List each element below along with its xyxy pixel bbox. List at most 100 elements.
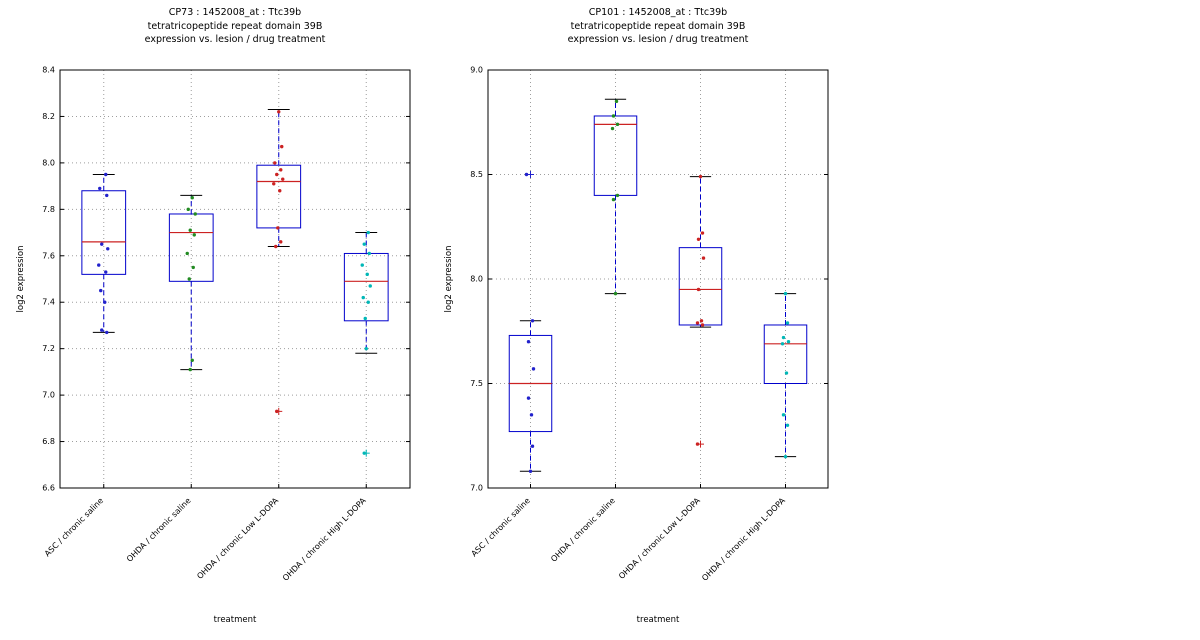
data-point (361, 295, 365, 300)
y-tick-label: 7.4 (42, 298, 55, 307)
data-point (365, 272, 369, 277)
data-point (524, 172, 529, 177)
y-tick-label: 7.0 (42, 391, 55, 400)
data-point (281, 177, 285, 181)
data-point (191, 265, 195, 270)
data-point (701, 256, 706, 260)
axes-frame (59, 69, 411, 489)
y-tick-label: 8.0 (42, 158, 55, 167)
x-tick-label: OHDA / chronic saline (125, 496, 193, 564)
y-tick-label: 8.0 (470, 275, 483, 284)
data-point (611, 197, 616, 202)
y-axis-label-cp73: log2 expression (16, 245, 26, 313)
data-point (367, 251, 371, 256)
data-point (274, 244, 278, 249)
data-point (360, 263, 364, 267)
data-point (276, 226, 280, 230)
data-point (531, 367, 536, 371)
x-tick-label: ASC / chronic saline (470, 496, 532, 558)
data-point (528, 469, 533, 473)
y-tick-label: 8.5 (470, 170, 483, 179)
title-line-2: tetratricopeptide repeat domain 39B (570, 20, 746, 32)
axes-cp73: 6.6 6.8 7.0 7.2 7.4 7.6 7.8 8.0 8.2 8.4 ASC / chro… (42, 66, 411, 583)
data-point (106, 247, 110, 251)
box (593, 115, 638, 196)
data-point (363, 316, 367, 321)
data-point (530, 444, 535, 448)
data-point (188, 367, 192, 372)
data-point (366, 230, 370, 235)
data-point (614, 99, 619, 104)
x-tick-label: OHDA / chronic Low L-DOPA (617, 496, 702, 581)
data-point (368, 284, 372, 288)
y-axis-label-cp101: log2 expression (444, 245, 454, 313)
data-point (700, 231, 705, 235)
x-tick-label: ASC / chronic saline (43, 496, 105, 558)
y-tick-label: 9.0 (470, 66, 483, 75)
data-point (185, 251, 189, 256)
data-point (277, 110, 281, 114)
x-tick-label: OHDA / chronic Low L-DOPA (195, 496, 280, 581)
data-point (280, 144, 284, 149)
chart-title-cp101: CP101 : 1452008_at : Ttc39b tetratricope… (488, 6, 828, 47)
data-point (783, 454, 788, 459)
data-point (364, 346, 368, 351)
x-axis-label-cp101: treatment (636, 615, 680, 625)
box (168, 213, 214, 282)
x-tick-label: OHDA / chronic High L-DOPA (700, 496, 787, 583)
data-point (610, 126, 615, 131)
data-point (526, 396, 531, 400)
y-tick-label: 8.4 (42, 66, 55, 75)
data-point (190, 196, 194, 200)
title-line-1: CP73 : 1452008_at : Ttc39b (168, 7, 302, 18)
y-tick-label: 7.5 (470, 379, 483, 388)
title-line-1: CP101 : 1452008_at : Ttc39b (588, 7, 728, 18)
box (81, 190, 127, 275)
title-line-3: expression vs. lesion / drug treatment (567, 34, 749, 45)
data-point (526, 340, 531, 344)
data-point (188, 228, 192, 232)
box (678, 247, 723, 326)
x-tick-label: OHDA / chronic High L-DOPA (281, 496, 368, 583)
data-point (275, 409, 279, 414)
data-point (530, 319, 535, 323)
data-point (104, 172, 108, 177)
title-line-3: expression vs. lesion / drug treatment (144, 34, 326, 45)
data-point (190, 358, 194, 362)
data-point (611, 114, 616, 118)
data-point (615, 122, 620, 127)
data-point (695, 321, 700, 325)
data-point (279, 168, 283, 172)
y-tick-label: 7.0 (470, 484, 483, 493)
data-point (104, 270, 108, 274)
x-axis-label-cp73: treatment (213, 615, 257, 625)
data-point (785, 321, 790, 325)
data-point (615, 193, 620, 198)
data-point (278, 189, 282, 193)
data-point (105, 330, 109, 335)
data-point (784, 371, 789, 375)
axes-cp101: 7.0 7.5 8.0 8.5 9.0 ASC / chronic saline OHDA … (470, 66, 829, 583)
data-point (613, 291, 618, 296)
y-tick-label: 7.8 (42, 205, 55, 214)
y-tick-label: 7.2 (42, 344, 55, 353)
data-point (99, 288, 103, 293)
data-point (783, 291, 788, 296)
chart-title-cp73: CP73 : 1452008_at : Ttc39b tetratricopep… (60, 6, 410, 47)
data-point (699, 319, 704, 323)
x-tick-label: OHDA / chronic saline (549, 496, 617, 564)
y-tick-label: 7.6 (42, 251, 55, 260)
box (763, 324, 808, 385)
data-point (100, 242, 104, 246)
data-point (695, 442, 700, 446)
box (343, 252, 389, 322)
y-tick-label: 6.8 (42, 437, 55, 446)
data-point (786, 340, 791, 344)
data-point (696, 237, 701, 241)
data-point (186, 207, 190, 212)
data-point (98, 186, 102, 191)
data-point (781, 413, 786, 417)
data-point (275, 172, 279, 177)
